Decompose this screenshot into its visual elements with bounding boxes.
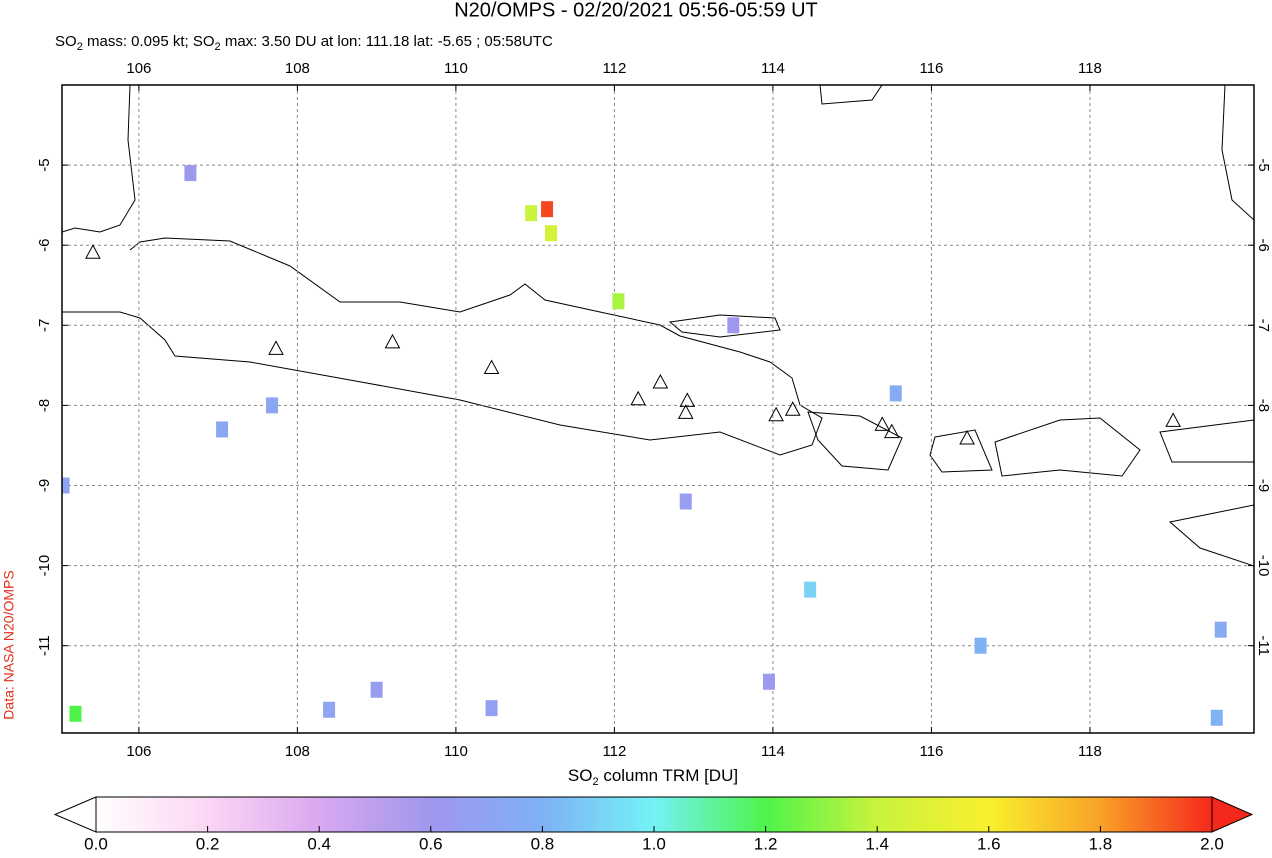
x-tick-label: 106: [126, 60, 151, 77]
so2-pixel: [541, 201, 554, 218]
colorbar-under: [53, 796, 97, 833]
y-tick-label: -7: [36, 319, 53, 332]
colorbar-tick-label: 0.2: [196, 834, 220, 853]
so2-pixel: [612, 293, 625, 310]
colorbar-tick-label: 0.8: [531, 834, 555, 853]
volcano: [652, 373, 669, 389]
y-tick-label: -5: [1255, 158, 1272, 171]
so2-pixel: [679, 493, 692, 510]
colorbar-tick-label: 0.0: [84, 834, 108, 853]
y-tick-label: -5: [36, 158, 53, 171]
x-tick-label: 112: [602, 743, 626, 760]
so2-pixel: [69, 705, 82, 722]
colorbar-tick-label: 1.2: [754, 834, 778, 853]
volcano: [483, 359, 500, 375]
colorbar-tick-label: 1.8: [1089, 834, 1113, 853]
colorbar-over: [1211, 796, 1254, 833]
x-tick-label: 108: [285, 60, 310, 77]
y-tick-label: -9: [36, 479, 53, 492]
y-tick-label: -7: [1255, 319, 1272, 332]
y-tick-label: -10: [1255, 555, 1272, 577]
so2-pixel: [525, 205, 538, 222]
so2-pixel: [184, 165, 197, 182]
volcano: [679, 392, 696, 407]
text-part: SO: [55, 33, 77, 50]
x-tick-label: 114: [761, 743, 785, 760]
volcano: [959, 429, 975, 445]
so2-pixel: [485, 700, 498, 717]
colorbar-title-group: SO2 column TRM [DU]: [568, 766, 738, 787]
so2-pixel: [804, 581, 817, 598]
volcano: [384, 333, 401, 349]
x-tick-label: 108: [285, 743, 310, 760]
x-tick-label: 118: [1078, 743, 1102, 760]
x-tick-label: 112: [602, 60, 626, 77]
subscript: 2: [592, 776, 598, 788]
colorbar-tick-label: 0.6: [419, 834, 443, 853]
x-tick-label: 118: [1078, 60, 1102, 77]
so2-pixel: [1214, 621, 1227, 638]
x-tick-label: 110: [444, 743, 468, 760]
so2-pixel: [62, 477, 70, 494]
volcano: [784, 401, 801, 416]
x-tick-label: 116: [919, 60, 943, 77]
chart-title: N20/OMPS - 02/20/2021 05:56-05:59 UT: [454, 0, 818, 21]
volcano: [874, 416, 891, 431]
x-tick-label: 110: [444, 60, 468, 77]
credit: Data: NASA N20/OMPS: [1, 570, 17, 719]
volcano: [630, 390, 647, 406]
volcano: [85, 244, 101, 259]
subscript: 2: [77, 41, 83, 53]
so2-pixel: [323, 701, 336, 718]
colorbar-tick-label: 1.0: [642, 834, 666, 853]
so2-pixel: [266, 397, 279, 414]
coastlines: [62, 85, 1254, 567]
subtitle: SO2 mass: 0.095 kt; SO2 max: 3.50 DU at …: [55, 33, 553, 53]
x-tick-label: 106: [126, 743, 151, 760]
x-tick-label: 116: [919, 743, 943, 760]
so2-pixel: [216, 421, 229, 438]
so2-pixel: [727, 317, 740, 334]
y-tick-label: -10: [36, 555, 53, 577]
volcano: [268, 340, 284, 355]
so2-pixel: [370, 681, 383, 698]
volcano: [883, 423, 900, 439]
volcano: [1165, 412, 1181, 427]
colorbar-title: SO2 column TRM [DU]: [568, 766, 738, 787]
so2-pixel: [545, 225, 558, 242]
plot-frame: [61, 84, 1255, 734]
subscript: 2: [215, 41, 221, 53]
text-part: max: 3.50 DU at lon: 111.18 lat: -5.65 ;…: [221, 33, 553, 50]
y-tick-label: -8: [1255, 399, 1272, 412]
text-part: mass: 0.095 kt; SO: [83, 33, 215, 50]
colorbar-tick-label: 1.4: [865, 834, 889, 853]
volcano: [677, 404, 694, 419]
plot-layers: 106 106 108 108 110 110 112 112 114 114 116 116 118 1…: [36, 60, 1272, 760]
y-tick-label: -6: [36, 239, 53, 252]
colorbar-tick-label: 0.4: [307, 834, 331, 853]
colorbar-tick-label: 1.6: [977, 834, 1001, 853]
y-tick-label: -9: [1255, 479, 1272, 492]
y-tick-label: -11: [1255, 635, 1272, 656]
y-tick-label: -6: [1255, 239, 1272, 252]
x-tick-label: 114: [761, 60, 785, 77]
so2-pixel: [974, 637, 987, 654]
colorbar-tick-label: 2.0: [1200, 834, 1224, 853]
so2-pixel: [1210, 709, 1223, 726]
text-part: SO: [568, 766, 593, 785]
y-tick-label: -11: [36, 635, 53, 656]
so2-pixel: [889, 385, 902, 402]
so2-pixel: [762, 673, 775, 690]
text-part: column TRM [DU]: [599, 766, 739, 785]
y-tick-label: -8: [36, 399, 53, 412]
volcano: [768, 406, 784, 422]
